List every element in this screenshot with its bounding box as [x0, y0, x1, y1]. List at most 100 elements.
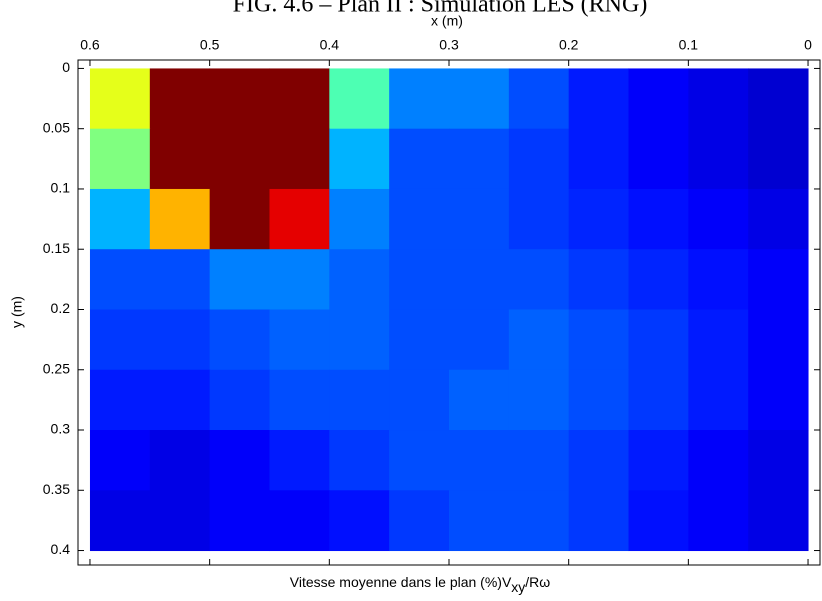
heat-cell — [329, 249, 390, 310]
heat-cell — [149, 430, 211, 491]
heat-cell — [149, 68, 211, 130]
heat-cell — [628, 490, 689, 552]
heat-cell — [748, 430, 809, 491]
heat-cell — [209, 249, 270, 310]
heat-cell — [688, 369, 749, 431]
heat-cell — [568, 369, 630, 431]
y-tick-label: 0.15 — [43, 240, 70, 256]
heat-cell — [748, 68, 809, 130]
y-tick-label: 0.25 — [43, 360, 70, 376]
heat-cell — [748, 369, 809, 431]
caption-subscript: xy — [511, 579, 525, 595]
heat-cell — [89, 249, 151, 310]
heat-cell — [149, 249, 211, 310]
heat-cell — [508, 490, 570, 552]
heat-cell — [688, 490, 749, 552]
heat-cell — [628, 430, 689, 491]
heat-cell — [688, 68, 749, 130]
heat-cell — [508, 430, 570, 491]
heat-cell — [568, 188, 630, 250]
heat-cell — [209, 369, 270, 431]
heat-cell — [449, 188, 510, 250]
heat-cell — [389, 128, 450, 190]
heat-cell — [449, 430, 510, 491]
heat-cell — [209, 490, 270, 552]
heat-cell — [508, 369, 570, 431]
caption-text: /Rω — [525, 574, 550, 590]
heat-cell — [329, 369, 390, 431]
heat-cell — [149, 490, 211, 552]
heat-cell — [149, 188, 211, 250]
x-tick-label: 0.1 — [679, 37, 699, 53]
heat-cell — [508, 309, 570, 371]
heat-cell — [628, 68, 689, 130]
heat-cell — [568, 68, 630, 130]
heat-cell — [89, 490, 151, 552]
heat-cell — [389, 68, 450, 130]
heat-cell — [628, 369, 689, 431]
heat-cell — [628, 188, 689, 250]
heat-cell — [269, 68, 330, 130]
y-tick-label: 0.3 — [51, 421, 71, 437]
heat-cell — [389, 188, 450, 250]
heat-cell — [568, 309, 630, 371]
heat-cell — [209, 430, 270, 491]
heat-cell — [628, 249, 689, 310]
heat-cell — [269, 249, 330, 310]
heat-cell — [628, 128, 689, 190]
heat-cell — [508, 68, 570, 130]
heat-cell — [269, 128, 330, 190]
heat-cell — [508, 249, 570, 310]
chart-title: FIG. 4.6 – Plan II : Simulation LES (RNG… — [233, 0, 648, 18]
heat-cell — [688, 249, 749, 310]
x-tick-label: 0 — [804, 37, 812, 53]
heat-cell — [628, 309, 689, 371]
heat-cell — [449, 369, 510, 431]
heat-cell — [149, 128, 211, 190]
heat-cell — [748, 128, 809, 190]
heat-cell — [329, 68, 390, 130]
heat-cell — [329, 490, 390, 552]
heat-cell — [329, 128, 390, 190]
heat-cell — [748, 309, 809, 371]
x-tick-label: 0.6 — [80, 37, 100, 53]
heat-cell — [89, 128, 151, 190]
heat-cell — [89, 309, 151, 371]
heat-cell — [688, 128, 749, 190]
caption-text: Vitesse moyenne dans le plan (%)V — [290, 574, 512, 590]
y-tick-label: 0.35 — [43, 481, 70, 497]
heat-cell — [389, 490, 450, 552]
heat-cell — [269, 188, 330, 250]
x-tick-label: 0.3 — [439, 37, 459, 53]
y-tick-label: 0.05 — [43, 119, 70, 135]
heat-cell — [269, 490, 330, 552]
heat-cell — [688, 430, 749, 491]
heat-cell — [89, 369, 151, 431]
heat-cell — [389, 430, 450, 491]
heat-cell — [508, 188, 570, 250]
heat-cell — [748, 249, 809, 310]
heat-cell — [209, 188, 270, 250]
heat-cell — [209, 68, 270, 130]
heat-cell — [209, 309, 270, 371]
y-tick-label: 0 — [62, 59, 70, 75]
heat-cell — [568, 249, 630, 310]
heat-cell — [688, 188, 749, 250]
heat-cell — [748, 188, 809, 250]
heat-cell — [269, 369, 330, 431]
heat-cell — [568, 490, 630, 552]
heat-cell — [149, 369, 211, 431]
heat-cell — [329, 430, 390, 491]
heat-cell — [149, 309, 211, 371]
heat-cell — [389, 369, 450, 431]
heat-cell — [89, 188, 151, 250]
heat-cell — [508, 128, 570, 190]
heat-cell — [449, 128, 510, 190]
heat-cell — [269, 309, 330, 371]
heat-cell — [568, 430, 630, 491]
heat-cell — [329, 188, 390, 250]
heat-cell — [329, 309, 390, 371]
heat-cell — [748, 490, 809, 552]
heat-cell — [449, 249, 510, 310]
